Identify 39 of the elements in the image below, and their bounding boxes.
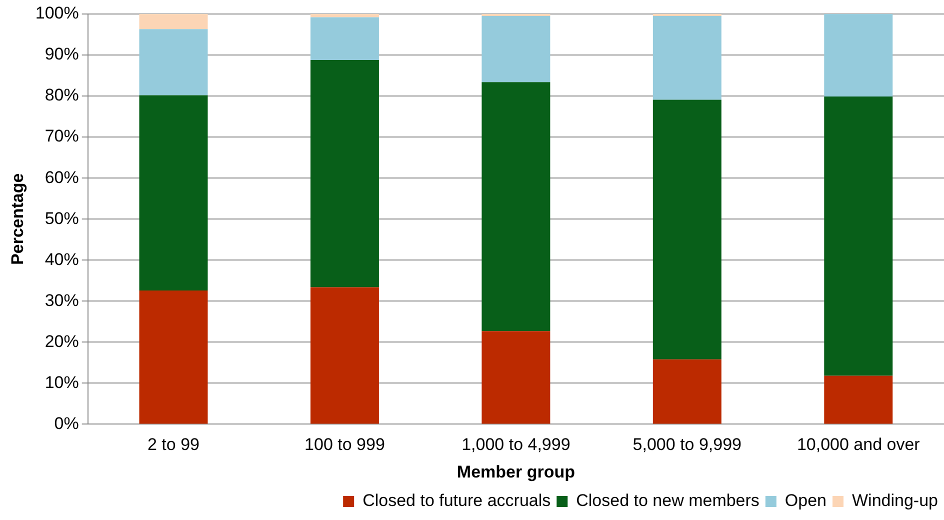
- y-axis-title: Percentage: [8, 173, 27, 265]
- y-tick-label: 70%: [44, 126, 79, 146]
- y-tick-label: 60%: [44, 168, 79, 187]
- bar: [139, 95, 208, 290]
- bar: [824, 96, 893, 376]
- y-tick-label: 80%: [44, 86, 79, 105]
- y-tick-label: 90%: [44, 44, 79, 64]
- legend-label: Winding-up: [852, 491, 938, 510]
- bar: [139, 14, 208, 30]
- bar: [652, 16, 722, 100]
- y-tick-label: 30%: [44, 290, 79, 310]
- x-tick-label: 5,000 to 9,999: [632, 435, 742, 454]
- x-axis-title: Member group: [456, 462, 575, 482]
- bar: [824, 376, 893, 424]
- bar: [310, 60, 379, 288]
- bar: [139, 290, 208, 424]
- bar: [139, 29, 208, 96]
- bar: [482, 82, 550, 332]
- legend-label: Open: [784, 491, 827, 510]
- x-tick-label: 1,000 to 4,999: [462, 435, 570, 454]
- legend-label: Closed to future accruals: [362, 491, 551, 510]
- bar: [652, 100, 722, 360]
- bar: [310, 287, 379, 424]
- x-tick-label: 10,000 and over: [796, 435, 920, 454]
- bar: [482, 16, 550, 82]
- bar: [652, 359, 722, 424]
- y-tick-label: 100%: [35, 4, 79, 23]
- y-tick-label: 0%: [54, 414, 79, 433]
- y-tick-label: 10%: [44, 372, 79, 392]
- bar: [482, 331, 550, 424]
- x-tick-label: 2 to 99: [147, 435, 200, 454]
- bar: [824, 14, 893, 96]
- bar: [310, 17, 379, 60]
- x-tick-label: 100 to 999: [304, 435, 385, 454]
- y-tick-label: 50%: [44, 208, 79, 228]
- legend-label: Closed to new members: [576, 491, 760, 510]
- y-tick-label: 20%: [44, 332, 79, 351]
- y-tick-label: 40%: [44, 250, 79, 269]
- bar: [310, 14, 379, 18]
